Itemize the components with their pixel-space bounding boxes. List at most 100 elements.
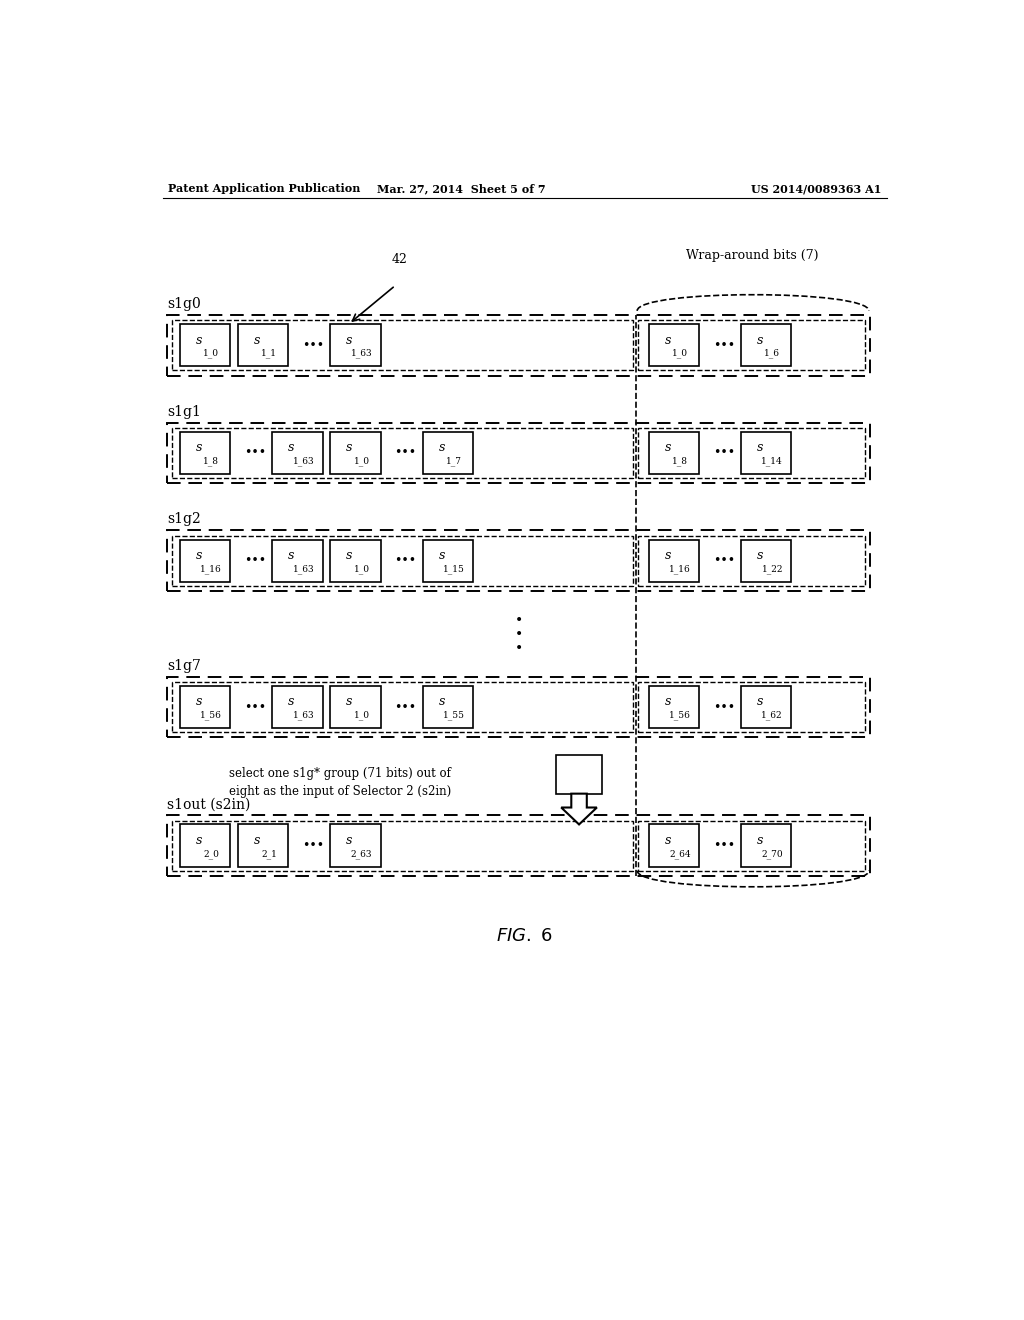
Text: s: s (757, 834, 763, 847)
Text: •••: ••• (394, 554, 417, 568)
Text: s: s (196, 696, 203, 709)
Text: 2_1: 2_1 (261, 849, 278, 859)
Text: s1g0: s1g0 (167, 297, 201, 312)
Text: s1g1: s1g1 (167, 405, 201, 418)
Text: 2_63: 2_63 (351, 849, 373, 859)
Text: Patent Application Publication: Patent Application Publication (168, 183, 360, 194)
Text: 2_70: 2_70 (762, 849, 783, 859)
Text: US 2014/0089363 A1: US 2014/0089363 A1 (751, 183, 882, 194)
Bar (180, 686, 230, 729)
Bar (167, 531, 870, 591)
Text: •••: ••• (713, 701, 735, 714)
Text: s: s (254, 834, 260, 847)
Text: •••: ••• (713, 446, 735, 459)
Text: s: s (346, 441, 352, 454)
Bar (649, 323, 699, 367)
Bar (172, 428, 633, 478)
Bar (180, 540, 230, 582)
Text: 1_6: 1_6 (764, 348, 780, 359)
Text: s: s (196, 334, 203, 347)
Text: Wrap-around bits (7): Wrap-around bits (7) (686, 249, 818, 263)
Text: 1_63: 1_63 (350, 348, 373, 359)
Bar (741, 432, 792, 474)
Bar (423, 432, 473, 474)
Bar (331, 686, 381, 729)
Bar (331, 323, 381, 367)
Bar (167, 677, 870, 738)
Text: Mar. 27, 2014  Sheet 5 of 7: Mar. 27, 2014 Sheet 5 of 7 (377, 183, 546, 194)
Text: 1_63: 1_63 (293, 565, 314, 574)
Bar (649, 432, 699, 474)
Text: s: s (288, 696, 295, 709)
Bar (423, 686, 473, 729)
Bar (272, 540, 323, 582)
Bar (556, 755, 602, 793)
Text: 1_15: 1_15 (442, 565, 465, 574)
Text: •: • (514, 612, 522, 627)
Polygon shape (561, 793, 597, 825)
Text: s: s (196, 834, 203, 847)
Bar (167, 314, 870, 376)
Text: select one s1g* group (71 bits) out of
eight as the input of Selector 2 (s2in): select one s1g* group (71 bits) out of e… (228, 767, 451, 797)
Bar (638, 428, 865, 478)
Bar (649, 686, 699, 729)
Bar (172, 536, 633, 586)
Text: s: s (438, 696, 444, 709)
Text: s: s (346, 334, 352, 347)
Text: 1_63: 1_63 (293, 710, 314, 721)
Text: 1_22: 1_22 (762, 565, 783, 574)
Text: •••: ••• (713, 840, 735, 853)
Text: s: s (757, 441, 763, 454)
Text: •••: ••• (713, 554, 735, 568)
Text: •••: ••• (302, 840, 325, 853)
Text: 1_55: 1_55 (442, 710, 465, 721)
Text: TG-
mux: TG- mux (568, 764, 590, 784)
Text: s: s (196, 549, 203, 562)
Bar (638, 321, 865, 370)
Text: s: s (346, 549, 352, 562)
Text: s1out (s2in): s1out (s2in) (167, 797, 250, 812)
Text: 42: 42 (391, 253, 408, 267)
Bar (638, 536, 865, 586)
Text: s: s (757, 696, 763, 709)
Bar (272, 432, 323, 474)
Text: 2_64: 2_64 (670, 849, 691, 859)
Bar (167, 816, 870, 876)
Text: 1_7: 1_7 (445, 457, 462, 466)
Text: 1_16: 1_16 (669, 565, 691, 574)
Bar (238, 825, 289, 867)
Text: 1_56: 1_56 (669, 710, 691, 721)
Text: s: s (346, 834, 352, 847)
Text: s: s (665, 834, 671, 847)
Text: 2_0: 2_0 (203, 849, 219, 859)
Text: 1_62: 1_62 (762, 710, 783, 721)
Text: 1_16: 1_16 (201, 565, 222, 574)
Bar (741, 686, 792, 729)
Bar (331, 432, 381, 474)
Text: 1_0: 1_0 (203, 348, 219, 359)
Bar (167, 422, 870, 483)
Text: 1_0: 1_0 (353, 457, 370, 466)
Bar (238, 323, 289, 367)
Bar (638, 821, 865, 871)
Bar (331, 540, 381, 582)
Text: 1_0: 1_0 (353, 565, 370, 574)
Bar (180, 323, 230, 367)
Bar (180, 432, 230, 474)
Text: s: s (665, 549, 671, 562)
Text: •••: ••• (302, 339, 325, 351)
Text: •: • (514, 640, 522, 655)
Bar (649, 825, 699, 867)
Text: 1_63: 1_63 (293, 457, 314, 466)
Text: s: s (665, 334, 671, 347)
Bar (180, 825, 230, 867)
Text: 1_14: 1_14 (762, 457, 783, 466)
Bar (423, 540, 473, 582)
Text: 1_1: 1_1 (261, 348, 278, 359)
Text: s: s (757, 549, 763, 562)
Bar (649, 540, 699, 582)
Bar (172, 321, 633, 370)
Bar (741, 540, 792, 582)
Bar (172, 682, 633, 733)
Bar (172, 821, 633, 871)
